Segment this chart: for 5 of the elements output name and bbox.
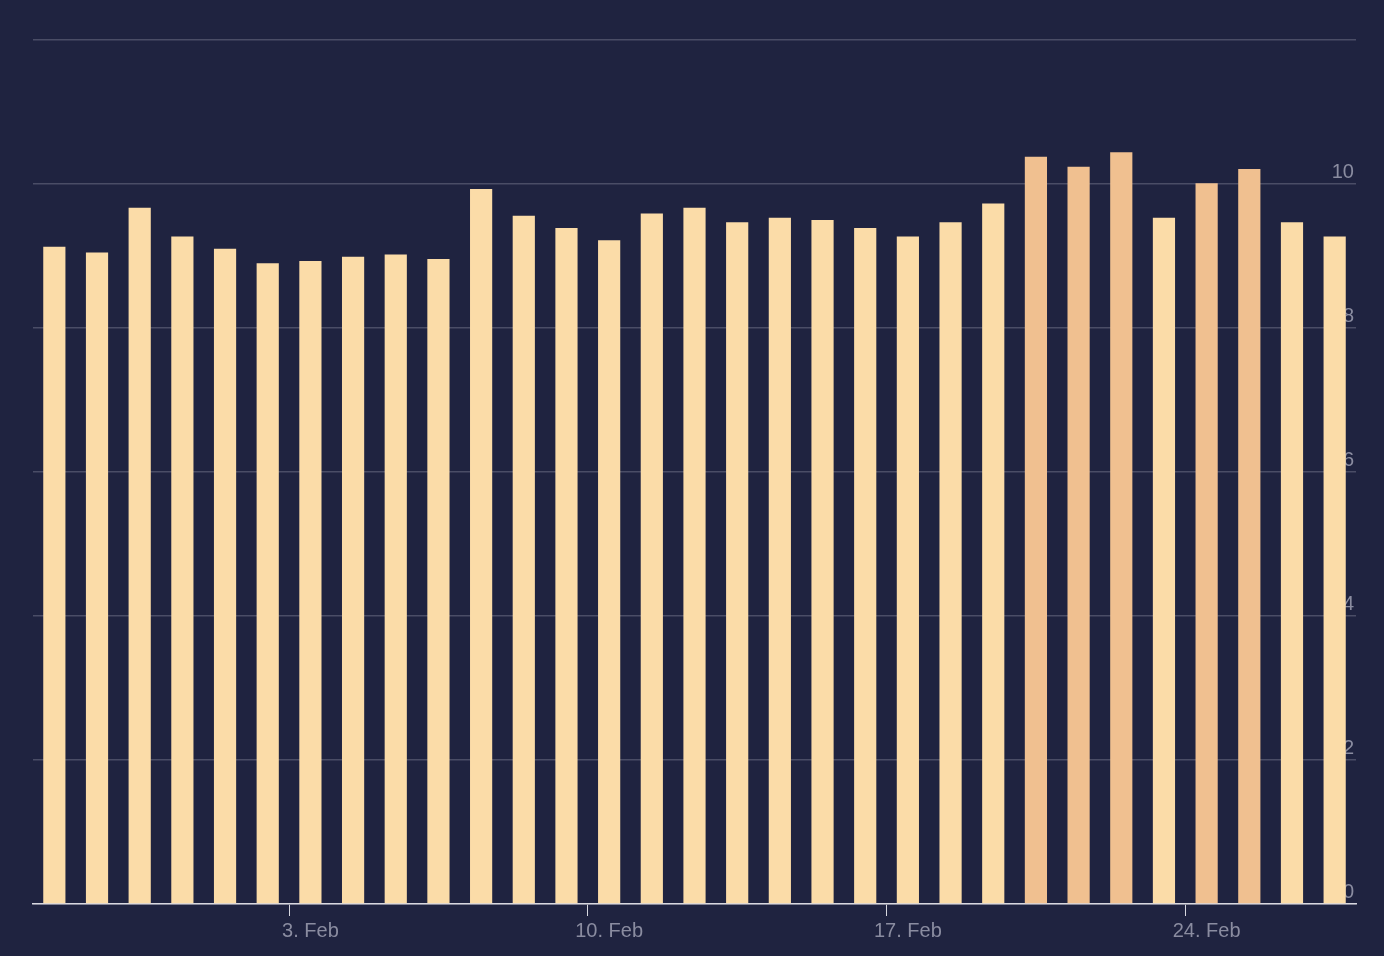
- x-tick-label: 10. Feb: [575, 918, 644, 941]
- x-tick-label: 24. Feb: [1172, 918, 1241, 941]
- y-tick-label: 10: [1331, 159, 1354, 182]
- x-tick-label: 3. Feb: [282, 918, 339, 941]
- x-tick-label: 17. Feb: [873, 918, 942, 941]
